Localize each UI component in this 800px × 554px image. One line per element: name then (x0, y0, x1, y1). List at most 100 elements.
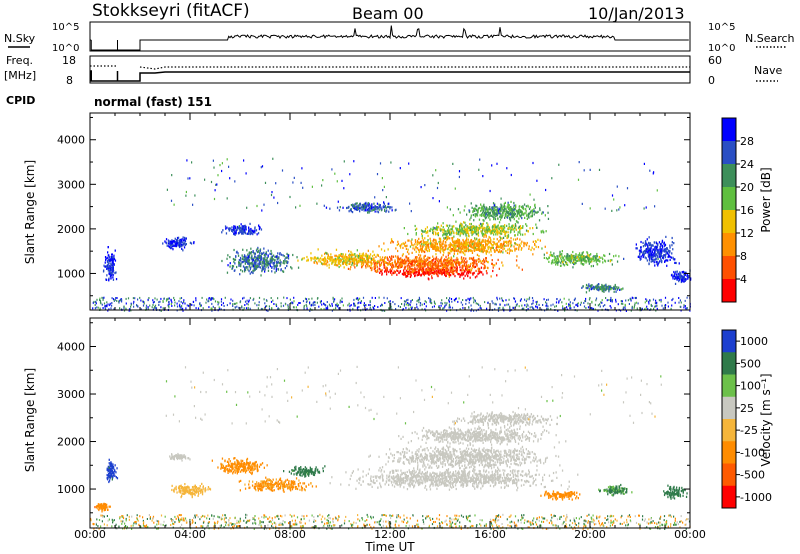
range-cell (437, 226, 440, 229)
range-cell (424, 258, 426, 261)
range-cell (477, 229, 479, 232)
range-cell (112, 269, 115, 273)
range-cell (486, 225, 488, 228)
noise-cell (684, 299, 686, 302)
noise-cell (570, 307, 572, 310)
range-cell (375, 255, 377, 258)
range-cell (362, 258, 364, 261)
noise-cell (654, 302, 656, 305)
range-cell (507, 244, 509, 247)
range-cell (254, 226, 256, 229)
range-cell (238, 231, 240, 235)
noise-cell (207, 300, 209, 303)
range-cell (436, 228, 439, 232)
range-cell (482, 262, 484, 265)
noise-cell (509, 307, 511, 310)
range-cell (587, 287, 589, 290)
range-cell (494, 218, 497, 221)
range-cell (363, 207, 365, 210)
range-cell (518, 246, 520, 249)
range-cell (373, 206, 375, 209)
range-cell (179, 245, 181, 248)
range-cell (515, 205, 517, 209)
range-cell (573, 254, 575, 257)
range-cell (185, 237, 187, 240)
range-cell (228, 229, 230, 232)
range-cell (110, 263, 112, 266)
range-cell (580, 260, 582, 263)
range-cell (595, 286, 598, 289)
range-cell (425, 271, 427, 274)
range-cell (491, 214, 493, 217)
range-cell (534, 206, 536, 209)
range-cell (252, 271, 254, 275)
range-cell (372, 206, 374, 209)
range-cell (488, 230, 491, 233)
range-cell (594, 258, 596, 261)
range-cell (184, 239, 186, 242)
range-cell (413, 264, 415, 267)
range-cell (581, 253, 583, 256)
range-cell (578, 257, 580, 260)
range-cell (471, 249, 473, 253)
range-cell (440, 272, 442, 275)
range-cell (418, 265, 420, 269)
range-cell (256, 233, 258, 236)
range-cell (397, 266, 400, 269)
range-cell (456, 268, 458, 271)
range-cell (475, 230, 477, 233)
range-cell (654, 255, 656, 258)
range-cell (273, 264, 275, 268)
range-cell (349, 262, 351, 265)
range-cell (466, 268, 468, 272)
range-cell (654, 264, 656, 267)
range-cell (444, 248, 446, 251)
range-cell (514, 249, 516, 252)
range-cell (397, 260, 399, 263)
range-cell (241, 257, 243, 261)
range-cell (471, 267, 473, 270)
range-cell (176, 236, 179, 240)
noise-cell (232, 303, 234, 306)
range-cell (461, 266, 463, 269)
range-cell (257, 232, 260, 235)
range-cell (545, 257, 548, 260)
range-cell (450, 270, 452, 274)
range-cell (658, 253, 660, 256)
range-cell (112, 257, 114, 260)
range-cell (249, 222, 251, 225)
range-cell (254, 252, 256, 255)
noise-cell (554, 305, 556, 308)
range-cell (460, 249, 463, 252)
range-cell (648, 257, 651, 260)
noise-cell (261, 307, 263, 310)
range-cell (485, 250, 487, 253)
range-cell (367, 259, 369, 262)
range-cell (110, 272, 113, 275)
range-cell (501, 225, 503, 228)
range-cell (678, 277, 680, 280)
range-cell (561, 255, 563, 258)
range-cell (603, 289, 605, 292)
range-cell (379, 256, 381, 259)
range-cell (423, 230, 426, 233)
range-cell (666, 252, 669, 255)
range-cell (493, 209, 495, 212)
range-cell (511, 244, 513, 247)
range-cell (428, 267, 430, 270)
range-cell (178, 244, 180, 247)
noise-cell (320, 300, 322, 303)
range-cell (280, 253, 282, 256)
noise-cell (183, 299, 185, 302)
noise-cell (525, 305, 528, 308)
noise-cell (408, 307, 410, 310)
range-cell (443, 233, 445, 236)
range-cell (416, 241, 419, 244)
range-cell (664, 249, 666, 252)
range-cell (494, 215, 496, 218)
range-cell (442, 234, 444, 237)
range-cell (639, 258, 641, 261)
range-cell (577, 255, 579, 258)
range-cell (331, 257, 333, 260)
range-cell (359, 255, 361, 258)
